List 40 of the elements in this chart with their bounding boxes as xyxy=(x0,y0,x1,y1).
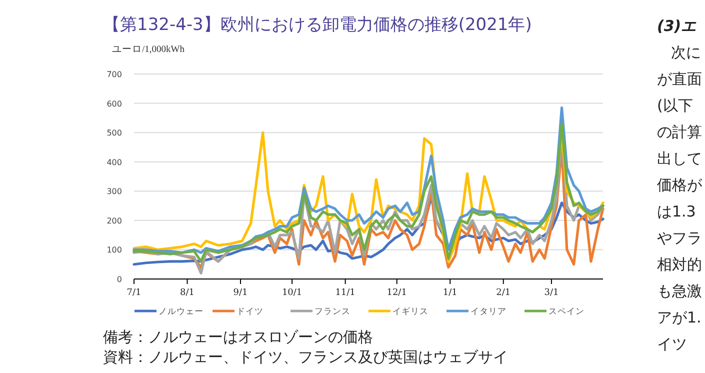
legend-label: ノルウェー xyxy=(158,307,204,317)
legend-label: スペイン xyxy=(548,307,584,317)
x-tick-label: 3/1 xyxy=(544,288,559,298)
y-tick-label: 300 xyxy=(106,187,122,196)
text: は1.3 xyxy=(657,202,696,220)
y-tick-label: 700 xyxy=(106,70,122,79)
y-axis-title: ユーロ/1,000kWh xyxy=(112,45,185,55)
text: 資料：ノルウェー、ドイツ、フランス及び英国はウェブサイ xyxy=(103,348,508,366)
text: イツ xyxy=(657,335,687,353)
text: 備考：ノルウェーはオスロゾーンの価格 xyxy=(103,328,373,346)
x-tick-label: 10/1 xyxy=(282,288,302,298)
y-tick-label: 200 xyxy=(106,216,122,226)
y-tick-label: 600 xyxy=(106,99,122,108)
text: 価格が xyxy=(657,176,703,194)
y-tick-label: 500 xyxy=(106,128,122,138)
x-tick-label: 7/1 xyxy=(126,288,142,298)
text: (3)エ xyxy=(657,17,698,35)
text: 次に xyxy=(671,44,701,62)
x-tick-label: 12/1 xyxy=(386,288,407,298)
text: 相対的 xyxy=(657,256,702,274)
text: (以下 xyxy=(657,96,693,114)
y-tick-label: 400 xyxy=(106,158,122,167)
x-tick-label: 1/1 xyxy=(442,288,458,298)
x-tick-label: 2/1 xyxy=(496,288,511,298)
legend-label: イタリア xyxy=(470,307,506,317)
y-tick-label: 0 xyxy=(116,275,122,284)
x-tick-label: 9/1 xyxy=(233,288,248,298)
text: の計算 xyxy=(657,123,702,141)
legend-label: フランス xyxy=(314,307,350,317)
text: 出して xyxy=(657,150,702,168)
legend-label: ドイツ xyxy=(236,307,264,317)
chart-title: 【第132-4-3】欧州における卸電力価格の推移(2021年) xyxy=(103,15,532,35)
y-tick-label: 100 xyxy=(106,246,122,255)
x-tick-label: 11/1 xyxy=(335,288,356,298)
x-tick-label: 8/1 xyxy=(180,288,194,298)
text: やフラ xyxy=(657,229,702,247)
text: アが1. xyxy=(657,308,702,326)
text: も急激 xyxy=(657,282,702,300)
text: が直面 xyxy=(657,70,702,88)
legend-label: イギリス xyxy=(392,306,428,317)
